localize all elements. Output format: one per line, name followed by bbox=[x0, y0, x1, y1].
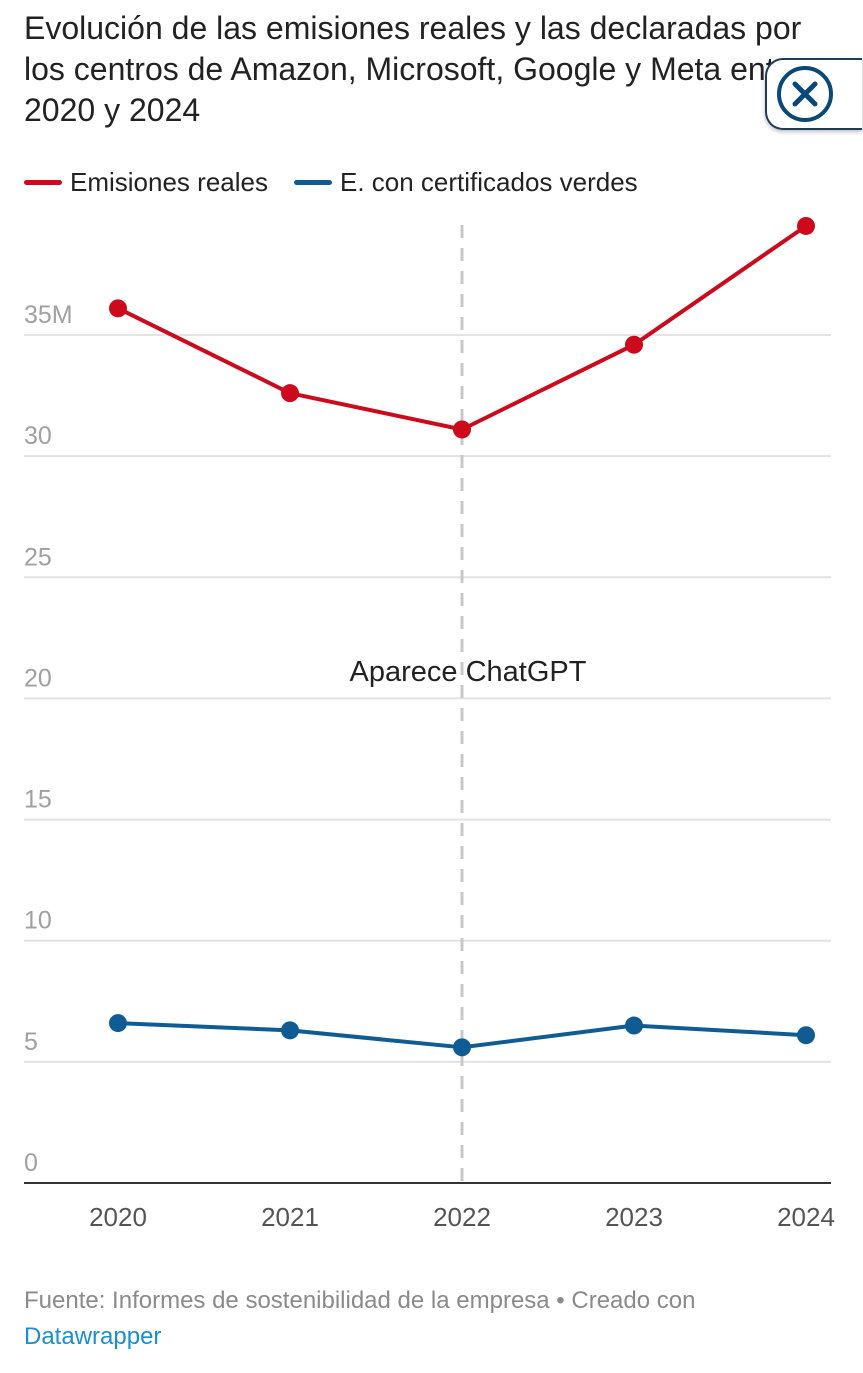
x-tick-label: 2023 bbox=[605, 1202, 663, 1232]
legend-swatch-green bbox=[293, 179, 332, 185]
y-tick-label: 20 bbox=[24, 664, 52, 692]
legend-label-green: E. con certificados verdes bbox=[339, 166, 638, 197]
annotation-label: Aparece ChatGPT bbox=[350, 656, 587, 688]
real-emissions-point-2021[interactable] bbox=[281, 384, 299, 403]
y-tick-label: 10 bbox=[24, 907, 52, 935]
green-certificate-emissions-point-2023[interactable] bbox=[625, 1016, 643, 1035]
datawrapper-link[interactable]: Datawrapper bbox=[24, 1323, 162, 1350]
y-tick-label: 35M bbox=[24, 301, 73, 329]
x-tick-label: 2024 bbox=[777, 1202, 835, 1232]
legend-item-green: E. con certificados verdes bbox=[293, 166, 638, 198]
y-tick-label: 15 bbox=[24, 786, 52, 814]
legend-swatch-real bbox=[24, 179, 62, 185]
close-button[interactable] bbox=[765, 58, 862, 130]
green-certificate-emissions-point-2024[interactable] bbox=[797, 1026, 815, 1045]
chart-legend: Emisiones reales E. con certificados ver… bbox=[24, 164, 664, 200]
y-tick-label: 30 bbox=[24, 422, 52, 450]
line-chart: 0 5 10 15 20 25 30 35M Aparece ChatGPT 2020 2021 20… bbox=[24, 216, 835, 1232]
legend-label-real: Emisiones reales bbox=[70, 166, 268, 197]
close-icon bbox=[777, 66, 833, 122]
x-tick-label: 2022 bbox=[433, 1202, 491, 1232]
source-note: Fuente: Informes de sostenibilidad de la… bbox=[24, 1287, 696, 1314]
green-certificate-emissions-point-2020[interactable] bbox=[109, 1014, 127, 1033]
real-emissions-point-2020[interactable] bbox=[109, 299, 127, 318]
real-emissions-point-2022[interactable] bbox=[453, 420, 471, 439]
chart-footer: Fuente: Informes de sostenibilidad de la… bbox=[24, 1283, 824, 1355]
x-tick-label: 2021 bbox=[261, 1202, 319, 1232]
chart-title: Evolución de las emisiones reales y las … bbox=[24, 10, 804, 128]
x-tick-label: 2020 bbox=[89, 1202, 147, 1232]
real-emissions-point-2024[interactable] bbox=[797, 216, 815, 235]
real-emissions-point-2023[interactable] bbox=[625, 335, 643, 354]
y-tick-label: 5 bbox=[24, 1028, 38, 1056]
green-certificate-emissions-point-2021[interactable] bbox=[281, 1021, 299, 1040]
y-tick-label: 0 bbox=[24, 1149, 38, 1177]
green-certificate-emissions-point-2022[interactable] bbox=[453, 1038, 471, 1057]
legend-item-real: Emisiones reales bbox=[24, 167, 268, 198]
y-tick-label: 25 bbox=[24, 543, 52, 571]
